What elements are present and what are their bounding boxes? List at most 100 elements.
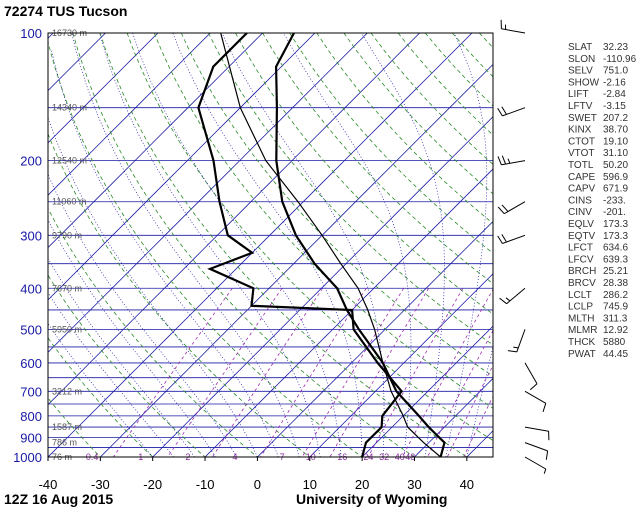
pressure-tick-label: 1000	[13, 450, 42, 465]
moist-adiabat-line	[48, 173, 237, 457]
moist-adiabat-line	[71, 33, 300, 457]
index-name: SWET	[568, 113, 597, 124]
mixing-ratio-line	[329, 288, 430, 457]
dry-adiabat-line	[48, 132, 311, 457]
index-value: 31.10	[603, 148, 628, 159]
index-name: CINV	[568, 207, 592, 218]
wind-barb-flag	[507, 158, 511, 164]
wind-barb-flag	[501, 234, 507, 243]
dry-adiabat-line	[370, 33, 493, 165]
wind-barb-staff	[524, 390, 547, 404]
wind-barb-staff	[524, 362, 538, 384]
wind-barb	[524, 390, 547, 413]
wind-barb-flag	[497, 156, 502, 165]
wind-barb-staff	[502, 234, 526, 244]
index-name: EQTV	[568, 231, 596, 242]
index-name: LCLP	[568, 302, 593, 313]
index-name: EQLV	[568, 219, 594, 230]
temperature-tick-label: 10	[303, 477, 317, 492]
index-value: 173.3	[603, 219, 628, 230]
wind-barb-flag	[513, 346, 519, 349]
plot-frame	[47, 32, 494, 458]
isotherm-line	[414, 377, 493, 457]
index-value: -2.16	[603, 77, 626, 88]
wind-barb-flag	[497, 107, 503, 117]
dry-adiabat-line	[48, 207, 258, 457]
dry-adiabat-line	[72, 33, 415, 457]
pressure-tick-label: 400	[20, 281, 42, 296]
index-value: 28.38	[603, 278, 628, 289]
dry-adiabat-line	[126, 33, 493, 442]
footer-source: University of Wyoming	[296, 491, 447, 507]
mixing-ratio-line	[427, 329, 493, 457]
isotherm-line	[48, 33, 420, 406]
moist-adiabat-line	[466, 345, 493, 457]
temperature-tick-label: -40	[39, 477, 58, 492]
wind-barb	[500, 19, 526, 34]
temperature-profile	[274, 33, 446, 457]
index-name: THCK	[568, 337, 596, 348]
wind-barb-flag	[501, 204, 509, 212]
moist-adiabat-line	[445, 33, 488, 457]
index-value: 639.3	[603, 254, 628, 265]
wind-barb-staff	[524, 426, 549, 432]
mixing-ratio-line	[402, 288, 493, 457]
mixing-ratio-line	[301, 288, 405, 457]
wind-barb-staff	[501, 28, 526, 34]
wind-barb	[497, 155, 526, 166]
parcel-profile	[220, 33, 441, 457]
temperature-tick-label: -20	[143, 477, 162, 492]
pressure-tick-label: 100	[20, 26, 42, 41]
wind-barb-flag	[507, 350, 517, 353]
index-name: BRCH	[568, 266, 596, 277]
index-name: SLAT	[568, 42, 592, 53]
moist-adiabat-line	[48, 219, 216, 457]
wind-barb	[524, 442, 549, 460]
index-name: SLON	[568, 54, 595, 65]
dry-adiabat-line	[153, 33, 493, 409]
wind-barb-flag	[543, 468, 547, 474]
index-name: LIFT	[568, 89, 589, 100]
sounding-profiles	[197, 33, 446, 457]
dry-adiabat-line	[208, 33, 493, 346]
index-name: CINS	[568, 195, 592, 206]
index-value: 19.10	[603, 136, 628, 147]
wind-barb-flag	[545, 450, 549, 460]
wind-barb-staff	[503, 201, 526, 215]
index-name: LFTV	[568, 101, 593, 112]
index-name: CAPV	[568, 184, 596, 195]
temperature-tick-label: -10	[196, 477, 215, 492]
index-value: 12.92	[603, 325, 628, 336]
wind-barb	[499, 287, 526, 305]
index-value: 173.3	[603, 231, 628, 242]
index-value: -201.	[603, 207, 626, 218]
isotherm-line	[100, 63, 493, 457]
isotherm-line	[361, 325, 493, 457]
pressure-tick-label: 700	[20, 384, 42, 399]
wind-barb-flag	[497, 235, 503, 244]
isotherm-line	[48, 33, 473, 457]
index-name: SHOW	[568, 77, 600, 88]
wind-barb-flag	[505, 297, 511, 302]
index-value: 745.9	[603, 302, 628, 313]
dry-adiabat-line	[316, 33, 493, 224]
dry-adiabat-line	[48, 397, 101, 457]
height-label: 3212 m	[52, 386, 82, 396]
index-value: 311.3	[603, 313, 628, 324]
background-lines	[48, 33, 493, 457]
wind-barb-staff	[506, 287, 526, 305]
index-name: KINX	[568, 125, 592, 136]
index-value: 596.9	[603, 172, 628, 183]
height-label: 7670 m	[52, 283, 82, 293]
index-name: TOTL	[568, 160, 594, 171]
index-name: LFCV	[568, 254, 594, 265]
index-name: SELV	[568, 66, 593, 77]
dry-adiabat-line	[48, 274, 206, 457]
index-value: 50.20	[603, 160, 628, 171]
wind-barbs	[497, 19, 550, 474]
index-name: MLMR	[568, 325, 597, 336]
pressure-tick-label: 600	[20, 356, 42, 371]
